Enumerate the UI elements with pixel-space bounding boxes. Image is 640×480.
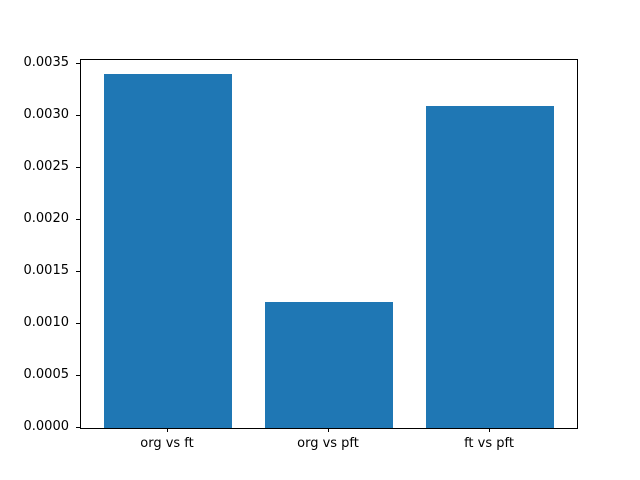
y-tick-label: 0.0020 bbox=[23, 211, 70, 226]
y-tick-label: 0.0030 bbox=[23, 107, 70, 122]
y-tick-mark bbox=[76, 63, 80, 64]
x-tick-mark bbox=[167, 428, 168, 432]
bar-ft-vs-pft bbox=[425, 105, 555, 428]
y-tick-mark bbox=[76, 115, 80, 116]
y-tick-mark bbox=[76, 167, 80, 168]
y-tick-label: 0.0000 bbox=[23, 419, 70, 434]
x-tick-label-ft-vs-pft: ft vs pft bbox=[464, 436, 514, 451]
x-tick-label-org-vs-ft: org vs ft bbox=[140, 436, 194, 451]
y-tick-mark bbox=[76, 219, 80, 220]
y-tick-label: 0.0010 bbox=[23, 315, 70, 330]
x-tick-mark bbox=[489, 428, 490, 432]
y-tick-mark bbox=[76, 375, 80, 376]
y-tick-mark bbox=[76, 323, 80, 324]
x-tick-mark bbox=[328, 428, 329, 432]
y-tick-label: 0.0035 bbox=[23, 55, 70, 70]
y-tick-label: 0.0005 bbox=[23, 367, 70, 382]
x-tick-label-org-vs-pft: org vs pft bbox=[297, 436, 359, 451]
plot-area bbox=[80, 59, 578, 429]
y-tick-mark bbox=[76, 427, 80, 428]
bar-org-vs-ft bbox=[103, 74, 233, 428]
y-tick-label: 0.0015 bbox=[23, 263, 70, 278]
y-tick-mark bbox=[76, 271, 80, 272]
y-tick-label: 0.0025 bbox=[23, 159, 70, 174]
bar-org-vs-pft bbox=[264, 302, 394, 428]
